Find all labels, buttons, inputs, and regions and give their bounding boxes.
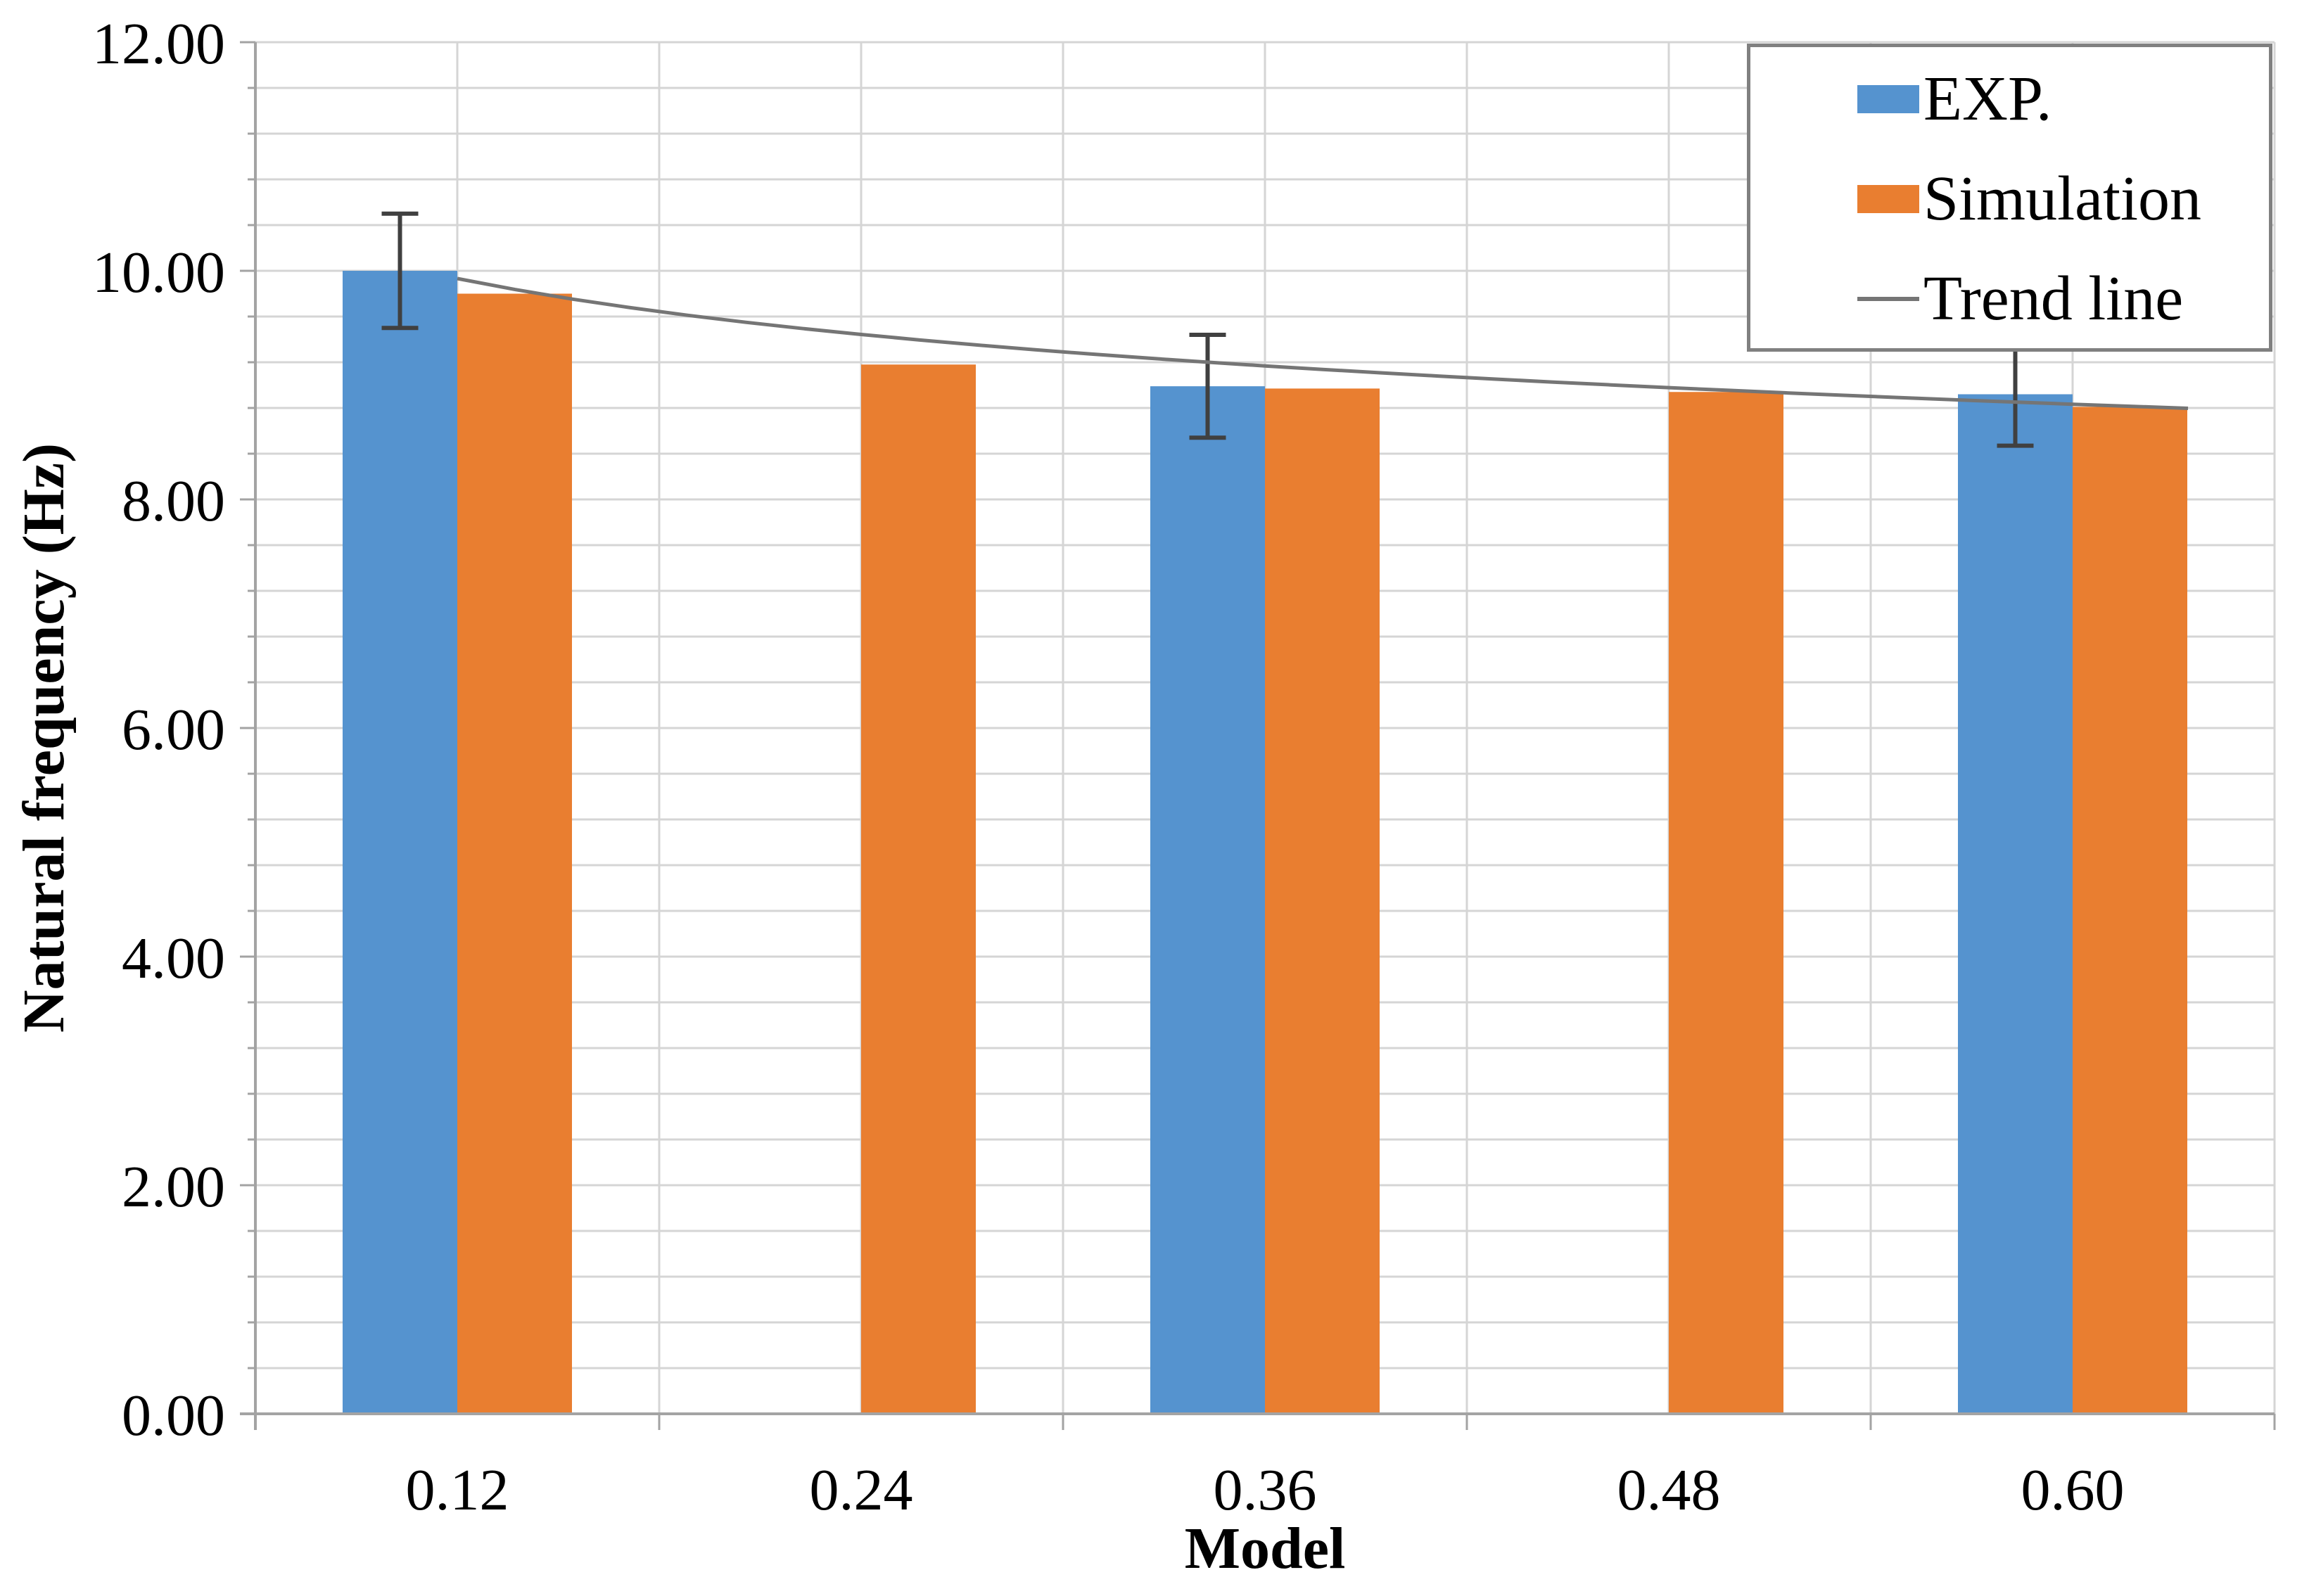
y-tick-label: 8.00 xyxy=(122,468,225,534)
y-tick-label: 2.00 xyxy=(122,1154,225,1220)
y-tick-label: 4.00 xyxy=(122,926,225,991)
x-tick-label: 0.60 xyxy=(2021,1457,2125,1523)
y-tick-label: 10.00 xyxy=(92,240,225,305)
bar-simulation-0.60 xyxy=(2073,407,2187,1414)
y-axis-title: Natural frequency (Hz) xyxy=(11,442,77,1033)
simulation-series-swatch xyxy=(1857,185,1919,213)
x-axis-title: Model xyxy=(1184,1516,1346,1581)
error-bar-0.36 xyxy=(1189,333,1226,440)
legend-label-trend-line: Trend line xyxy=(1923,264,2184,333)
tick-labels: 0.00 2.00 4.00 6.00 8.00 10.00 12.00 0.12 0.24 0.… xyxy=(92,11,2125,1523)
axes xyxy=(240,41,2276,1430)
bar-simulation-0.12 xyxy=(457,293,572,1414)
trend-line-swatch xyxy=(1857,297,1919,301)
bar-exp-0.12 xyxy=(343,271,457,1414)
legend-label-simulation: Simulation xyxy=(1923,164,2202,234)
error-bar-0.12 xyxy=(381,211,419,331)
legend-item-exp: EXP. xyxy=(1857,67,2262,132)
x-tick-label: 0.36 xyxy=(1214,1457,1317,1523)
x-tick-label: 0.12 xyxy=(406,1457,509,1523)
legend: EXP. Simulation Trend line xyxy=(1747,44,2272,352)
x-tick-label: 0.48 xyxy=(1617,1457,1721,1523)
y-tick-label: 0.00 xyxy=(122,1383,225,1448)
x-tick-label: 0.24 xyxy=(810,1457,913,1523)
bar-series xyxy=(343,271,2187,1414)
trend-line xyxy=(457,276,2189,410)
bar-simulation-0.24 xyxy=(861,364,976,1414)
bar-exp-0.60 xyxy=(1958,394,2073,1414)
bar-simulation-0.48 xyxy=(1669,392,1783,1414)
bar-simulation-0.36 xyxy=(1265,388,1380,1414)
legend-item-trend-line: Trend line xyxy=(1857,267,2262,331)
y-tick-label: 6.00 xyxy=(122,697,225,762)
legend-item-simulation: Simulation xyxy=(1857,167,2262,231)
y-tick-label: 12.00 xyxy=(92,11,225,77)
legend-label-exp: EXP. xyxy=(1923,64,2052,134)
bar-exp-0.36 xyxy=(1150,386,1265,1414)
exp-series-swatch xyxy=(1857,85,1919,113)
